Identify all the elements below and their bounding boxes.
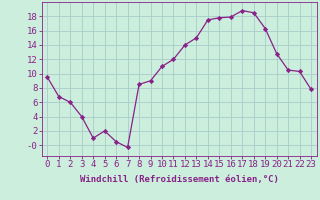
X-axis label: Windchill (Refroidissement éolien,°C): Windchill (Refroidissement éolien,°C) bbox=[80, 175, 279, 184]
